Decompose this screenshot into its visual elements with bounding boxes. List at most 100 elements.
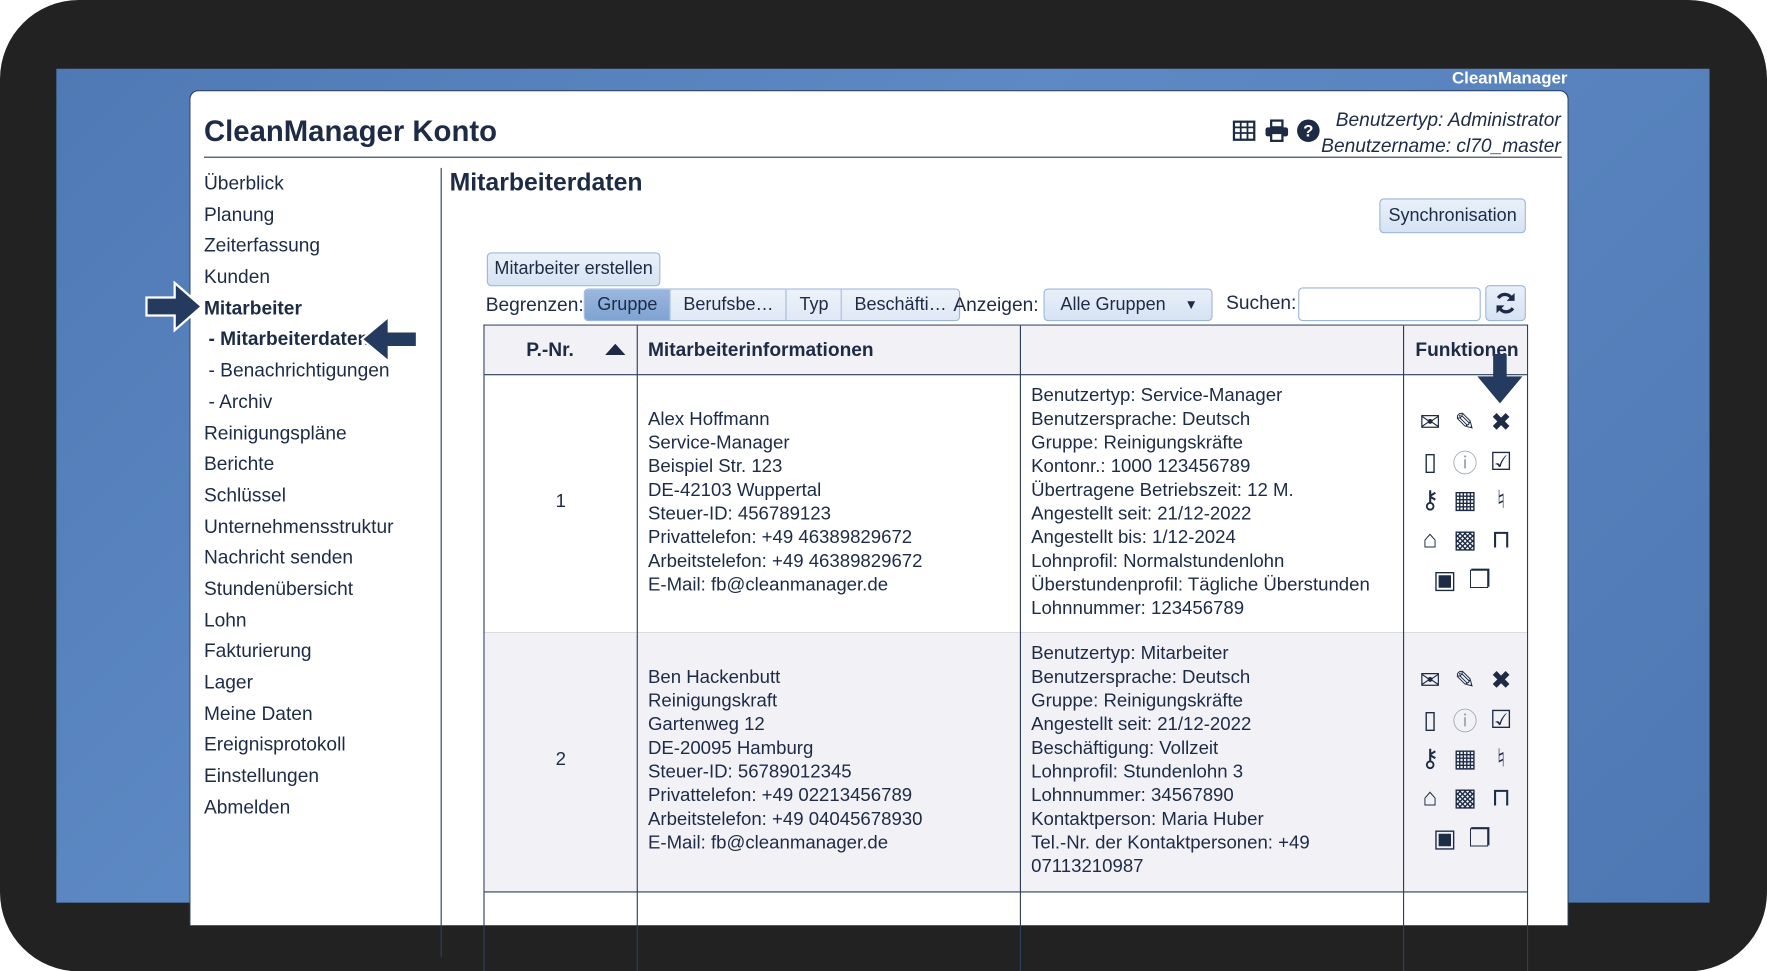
key-icon[interactable]: ⚷ bbox=[1420, 485, 1440, 514]
detail-line: Beschäftigung: Vollzeit bbox=[1031, 738, 1219, 759]
documents-icon[interactable]: ❐ bbox=[1468, 565, 1491, 594]
info-line: Ben Hackenbutt bbox=[647, 667, 781, 688]
detail-line: Lohnnummer: 34567890 bbox=[1031, 785, 1234, 806]
calendar-icon[interactable]: ▦ bbox=[1453, 743, 1477, 772]
detail-line: Angestellt seit: 21/12-2022 bbox=[1031, 503, 1252, 525]
door-icon[interactable]: ▯ bbox=[1423, 705, 1437, 734]
sidebar-item-1[interactable]: Planung bbox=[203, 203, 275, 226]
show-label: Anzeigen: bbox=[953, 294, 1039, 316]
info-line: Privattelefon: +49 46389829672 bbox=[647, 527, 913, 548]
detail-line: Gruppe: Reinigungskräfte bbox=[1031, 690, 1244, 712]
qr-code-icon[interactable]: ▩ bbox=[1453, 783, 1477, 812]
employee-number: 1 bbox=[555, 490, 566, 512]
mail-icon[interactable]: ✉ bbox=[1419, 407, 1441, 437]
sidebar-item-20[interactable]: Abmelden bbox=[203, 796, 291, 818]
sidebar-item-16[interactable]: Lager bbox=[203, 671, 253, 694]
info-icon[interactable]: ⓘ bbox=[1452, 707, 1478, 736]
clipboard-check-icon[interactable]: ☑ bbox=[1489, 705, 1513, 734]
sidebar-item-5[interactable]: - Mitarbeiterdaten bbox=[208, 328, 370, 350]
key-icon[interactable]: ⚷ bbox=[1420, 743, 1440, 772]
create-employee-button[interactable]: Mitarbeiter erstellen bbox=[486, 252, 661, 287]
page-title: Mitarbeiterdaten bbox=[449, 167, 643, 197]
employee-details: Benutzertyp: Mitarbeiter Benutzersprache:… bbox=[1031, 642, 1310, 879]
table-icon[interactable] bbox=[1232, 118, 1257, 143]
employee-details: Benutzertyp: Service-Manager Benutzerspra… bbox=[1031, 384, 1370, 621]
sidebar-item-11[interactable]: Unternehmensstruktur bbox=[203, 515, 394, 538]
sidebar-item-2[interactable]: Zeiterfassung bbox=[203, 234, 321, 257]
info-line: DE-42103 Wuppertal bbox=[647, 480, 822, 501]
refresh-icon bbox=[1496, 292, 1515, 314]
sidebar-item-19[interactable]: Einstellungen bbox=[203, 765, 320, 787]
info-line: Gartenweg 12 bbox=[647, 714, 765, 735]
group-select[interactable]: Alle Gruppen ▼ bbox=[1043, 288, 1213, 322]
edit-icon[interactable]: ✎ bbox=[1454, 407, 1476, 437]
bell-icon[interactable]: ♮ bbox=[1496, 485, 1506, 514]
unlock-icon[interactable]: ⊓ bbox=[1491, 783, 1511, 812]
sidebar-item-18[interactable]: Ereignisprotokoll bbox=[203, 734, 346, 756]
user-type: Benutzertyp: Administrator bbox=[1335, 109, 1561, 131]
door-icon[interactable]: ▯ bbox=[1423, 447, 1437, 476]
sidebar-item-12[interactable]: Nachricht senden bbox=[203, 546, 354, 569]
sidebar-item-6[interactable]: - Benachrichtigungen bbox=[208, 359, 390, 382]
segment-berufsbezeichnung[interactable]: Berufsbe… bbox=[670, 289, 788, 321]
documents-icon[interactable]: ❐ bbox=[1468, 823, 1491, 852]
info-line: Beispiel Str. 123 bbox=[647, 456, 783, 477]
search-input[interactable] bbox=[1298, 287, 1481, 322]
info-line: Arbeitstelefon: +49 04045678930 bbox=[647, 809, 923, 830]
sidebar-item-17[interactable]: Meine Daten bbox=[203, 702, 313, 725]
header-nr[interactable]: P.-Nr. bbox=[526, 339, 574, 361]
sidebar-item-7[interactable]: - Archiv bbox=[208, 390, 273, 413]
home-icon[interactable]: ⌂ bbox=[1422, 525, 1438, 554]
detail-line: Tel.-Nr. der Kontaktpersonen: +49 bbox=[1031, 832, 1310, 854]
detail-line: Überstundenprofil: Tägliche Überstunden bbox=[1031, 574, 1370, 596]
sidebar-item-14[interactable]: Lohn bbox=[203, 609, 247, 631]
bell-icon[interactable]: ♮ bbox=[1496, 743, 1506, 772]
sidebar-item-15[interactable]: Fakturierung bbox=[203, 640, 312, 662]
unlock-icon[interactable]: ⊓ bbox=[1491, 525, 1511, 554]
detail-line: Kontaktperson: Maria Huber bbox=[1031, 809, 1264, 830]
edit-icon[interactable]: ✎ bbox=[1454, 666, 1476, 695]
segment-gruppe[interactable]: Gruppe bbox=[584, 289, 671, 321]
header-functions: Funktionen bbox=[1415, 339, 1519, 361]
help-icon[interactable]: ? bbox=[1296, 118, 1321, 143]
segment-typ[interactable]: Typ bbox=[787, 289, 843, 321]
info-line: DE-20095 Hamburg bbox=[647, 738, 814, 759]
info-icon[interactable]: ⓘ bbox=[1452, 449, 1478, 478]
info-line: E-Mail: fb@cleanmanager.de bbox=[647, 574, 889, 596]
sidebar-item-13[interactable]: Stundenübersicht bbox=[203, 578, 354, 600]
detail-line: Lohnprofil: Normalstundenlohn bbox=[1031, 551, 1285, 572]
delete-icon[interactable]: ✖ bbox=[1490, 666, 1512, 695]
arrow-down-icon bbox=[1477, 353, 1523, 404]
mail-icon[interactable]: ✉ bbox=[1419, 666, 1441, 695]
person-icon[interactable]: ▣ bbox=[1432, 823, 1457, 852]
sidebar-item-8[interactable]: Reinigungspläne bbox=[203, 422, 347, 444]
person-icon[interactable]: ▣ bbox=[1432, 565, 1457, 594]
qr-code-icon[interactable]: ▩ bbox=[1453, 525, 1477, 554]
svg-text:?: ? bbox=[1303, 121, 1313, 140]
home-icon[interactable]: ⌂ bbox=[1422, 783, 1438, 812]
segment-beschaeftigung[interactable]: Beschäfti… bbox=[842, 289, 960, 321]
sync-button[interactable]: Synchronisation bbox=[1379, 198, 1526, 234]
print-icon[interactable] bbox=[1264, 118, 1289, 143]
detail-line: Kontonr.: 1000 123456789 bbox=[1031, 456, 1251, 477]
info-line: Alex Hoffmann bbox=[647, 409, 770, 430]
brand-label: CleanManager bbox=[1451, 68, 1568, 88]
user-info: Benutzertyp: Administrator Benutzername:… bbox=[1321, 107, 1561, 159]
sidebar-item-9[interactable]: Berichte bbox=[203, 453, 275, 475]
header-info[interactable]: Mitarbeiterinformationen bbox=[647, 339, 874, 361]
detail-line: Gruppe: Reinigungskräfte bbox=[1031, 432, 1244, 454]
sidebar-item-0[interactable]: Überblick bbox=[203, 172, 284, 194]
sidebar-item-10[interactable]: Schlüssel bbox=[203, 484, 286, 506]
calendar-icon[interactable]: ▦ bbox=[1453, 485, 1477, 514]
table-row bbox=[485, 893, 1527, 971]
limit-segmented-control: Gruppe Berufsbe… Typ Beschäfti… bbox=[583, 288, 961, 322]
clipboard-check-icon[interactable]: ☑ bbox=[1489, 447, 1513, 476]
sidebar-item-3[interactable]: Kunden bbox=[203, 266, 271, 288]
refresh-button[interactable] bbox=[1485, 285, 1526, 322]
sidebar-nav: Überblick Planung Zeiterfassung Kunden Mitar… bbox=[204, 168, 394, 823]
delete-icon[interactable]: ✖ bbox=[1490, 407, 1512, 437]
sidebar-item-4[interactable]: Mitarbeiter bbox=[203, 297, 302, 319]
sort-ascending-icon[interactable] bbox=[605, 343, 626, 355]
sidebar-divider bbox=[440, 167, 442, 957]
